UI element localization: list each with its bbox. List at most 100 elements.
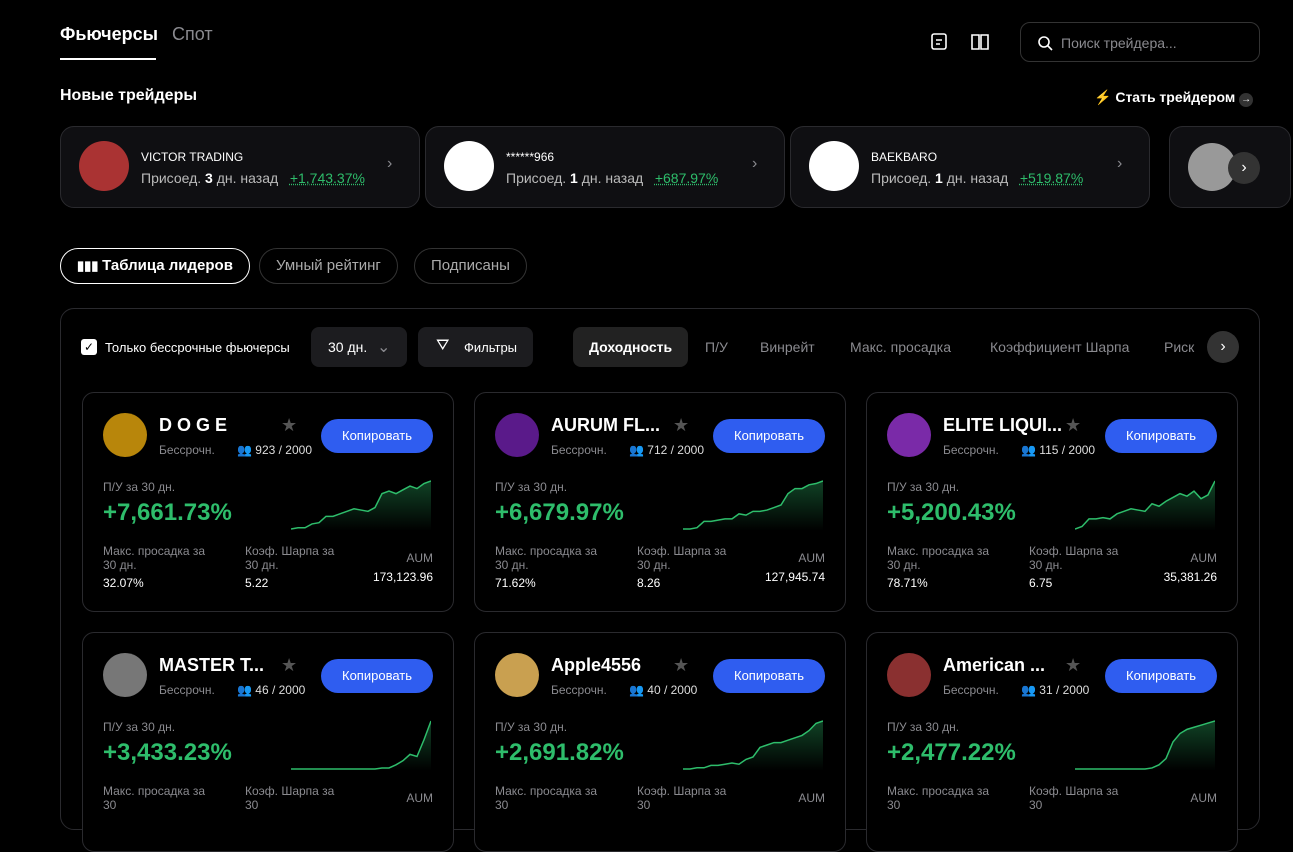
become-trader[interactable]: ⚡ Стать трейдером → <box>1094 89 1254 107</box>
joined-label: Присоед. <box>506 170 567 186</box>
followers-count: 46 / 2000 <box>255 683 306 697</box>
star[interactable]: ★ <box>1065 655 1082 675</box>
card-type: Бессрочн. <box>551 683 607 697</box>
sort-tab[interactable]: П/У <box>705 339 728 355</box>
copy-button[interactable]: Копировать <box>1105 659 1217 693</box>
avatar <box>887 653 931 697</box>
followers-count: 115 / 2000 <box>1039 443 1096 457</box>
trader-card[interactable]: MASTER T... ★ Бессрочн. 👥 46 / 2000 Копи… <box>82 632 454 852</box>
pnl: +5,200.43% <box>887 499 1016 526</box>
perpetual-only: Только бессрочные фьючерсы <box>105 340 290 355</box>
leaderboard-panel: ✓ Только бессрочные фьючерсы 30 дн. ⌄ ⛛ Фи… <box>60 308 1260 830</box>
trader-pnl: +519.87% <box>1019 170 1084 186</box>
card-type: Бессрочн. <box>159 683 215 697</box>
copy-button[interactable]: Копировать <box>321 659 433 693</box>
pnl: +2,691.82% <box>495 739 624 766</box>
book-icon[interactable] <box>970 32 992 52</box>
checkbox[interactable]: ✓ <box>81 339 97 355</box>
search[interactable]: Поиск трейдера... <box>1020 22 1260 62</box>
new-trader[interactable]: ******966 Присоед. 1 дн. назад +687.97% … <box>425 126 785 208</box>
notes-icon[interactable] <box>930 32 950 52</box>
scroll-right[interactable]: › <box>1228 152 1260 184</box>
followers: 👥 923 / 2000 <box>237 443 312 457</box>
trader-card[interactable]: American ... ★ Бессрочн. 👥 31 / 2000 Коп… <box>866 632 1238 852</box>
star[interactable]: ★ <box>281 655 298 675</box>
copy-button[interactable]: Копировать <box>713 419 825 453</box>
trader-name: VICTOR TRADING <box>141 150 244 164</box>
avatar <box>887 413 931 457</box>
sort-tab[interactable]: Доходность <box>573 327 689 367</box>
tab-spot[interactable]: Спот <box>172 24 213 44</box>
copy-button[interactable]: Копировать <box>321 419 433 453</box>
pnl-label: П/У за 30 дн. <box>887 480 960 494</box>
aum-label: AUM <box>798 551 825 565</box>
trader-card[interactable]: Apple4556 ★ Бессрочн. 👥 40 / 2000 Копиро… <box>474 632 846 852</box>
tab[interactable]: Умный рейтинг <box>259 248 398 284</box>
tab[interactable]: Подписаны <box>414 248 527 284</box>
tab[interactable]: ▮▮▮ Таблица лидеров <box>60 248 250 284</box>
days: 3 <box>205 170 213 186</box>
followers: 👥 712 / 2000 <box>629 443 704 457</box>
card-type: Бессрочн. <box>943 683 999 697</box>
new-trader[interactable]: VICTOR TRADING Присоед. 3 дн. назад +1,7… <box>60 126 420 208</box>
search-icon <box>1038 36 1053 51</box>
filters: Фильтры <box>464 340 518 355</box>
star[interactable]: ★ <box>1065 415 1082 435</box>
trader-name: ******966 <box>506 150 555 164</box>
sharpe-label: Коэф. Шарпа за 30 <box>1029 784 1119 812</box>
spark-area <box>683 721 823 771</box>
joined-label: Присоед. <box>871 170 932 186</box>
become-text: Стать трейдером <box>1115 89 1236 105</box>
trader-card[interactable]: D O G E ★ Бессрочн. 👥 923 / 2000 Копиров… <box>82 392 454 612</box>
sharpe-label: Коэф. Шарпа за 30 дн. <box>637 544 727 572</box>
followers-count: 31 / 2000 <box>1039 683 1090 697</box>
joined: Присоед. 1 дн. назад +519.87% <box>871 170 1083 186</box>
followers-count: 712 / 2000 <box>647 443 704 457</box>
pnl: +2,477.22% <box>887 739 1016 766</box>
dd: 32.07% <box>103 576 144 590</box>
page: Фьючерсы Спот Поиск трейдера... Новые тр… <box>60 22 1291 852</box>
star[interactable]: ★ <box>673 415 690 435</box>
followers: 👥 46 / 2000 <box>237 683 306 697</box>
star[interactable]: ★ <box>281 415 298 435</box>
card-name: AURUM FL... <box>551 415 660 435</box>
sort-tab[interactable]: Винрейт <box>760 339 815 355</box>
sort-tab[interactable]: Макс. просадка <box>850 339 951 355</box>
spark-area <box>683 481 823 531</box>
sharpe-label: Коэф. Шарпа за 30 дн. <box>245 544 335 572</box>
tab-underline <box>60 58 156 60</box>
spark-area <box>1075 481 1215 531</box>
trader-card[interactable]: ELITE LIQUI... ★ Бессрочн. 👥 115 / 2000 … <box>866 392 1238 612</box>
avatar <box>103 413 147 457</box>
filters-button[interactable]: ⛛ Фильтры <box>418 327 533 367</box>
dd: 78.71% <box>887 576 928 590</box>
chevron: › <box>387 155 393 172</box>
new-trader[interactable]: BAEKBARO Присоед. 1 дн. назад +519.87% › <box>790 126 1150 208</box>
sort-tab[interactable]: Коэффициент Шарпа <box>990 339 1130 355</box>
sort-scroll[interactable]: › <box>1207 331 1239 363</box>
pnl-label: П/У за 30 дн. <box>103 720 176 734</box>
avatar <box>103 653 147 697</box>
spark-area <box>291 721 431 771</box>
avatar <box>495 413 539 457</box>
followers: 👥 40 / 2000 <box>629 683 698 697</box>
copy-button[interactable]: Копировать <box>1105 419 1217 453</box>
copy-button[interactable]: Копировать <box>713 659 825 693</box>
dd-label: Макс. просадка за 30 дн. <box>887 544 990 572</box>
card-name: MASTER T... <box>159 655 265 675</box>
sort-tab[interactable]: Риск <box>1164 339 1195 355</box>
period-select[interactable]: 30 дн. ⌄ <box>311 327 407 367</box>
days-suffix: дн. назад <box>946 170 1009 186</box>
tab-futures[interactable]: Фьючерсы <box>60 24 158 44</box>
section-title: Новые трейдеры <box>60 87 198 104</box>
avatar <box>79 141 129 191</box>
avatar <box>809 141 859 191</box>
card-name: ELITE LIQUI... <box>943 415 1063 435</box>
spark-line <box>1075 720 1215 770</box>
star[interactable]: ★ <box>673 655 690 675</box>
joined-label: Присоед. <box>141 170 202 186</box>
dd-label: Макс. просадка за 30 дн. <box>495 544 598 572</box>
spark-line <box>683 480 823 530</box>
trader-card[interactable]: AURUM FL... ★ Бессрочн. 👥 712 / 2000 Коп… <box>474 392 846 612</box>
sharpe: 6.75 <box>1029 576 1053 590</box>
